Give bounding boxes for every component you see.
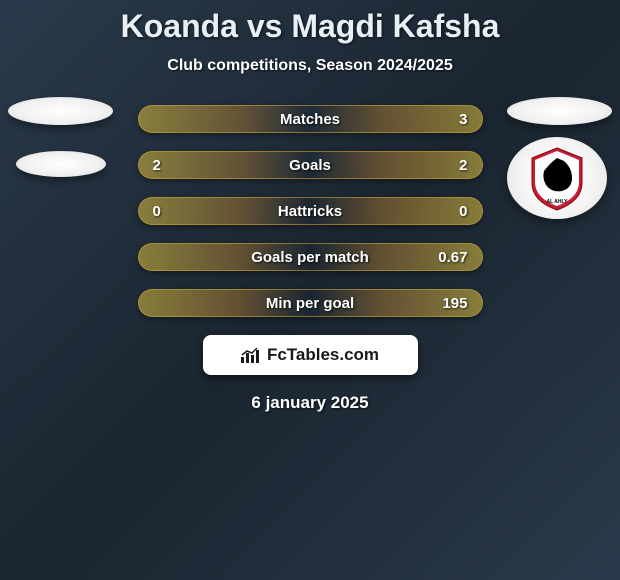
club-badge: AL AHLY [507, 137, 607, 219]
page-subtitle: Club competitions, Season 2024/2025 [0, 57, 620, 75]
stat-left-value: 0 [153, 203, 193, 220]
stats-area: AL AHLY Matches 3 2 Goals 2 0 Hattricks … [0, 105, 620, 413]
stat-label: Min per goal [193, 295, 428, 312]
brand-label: FcTables.com [241, 345, 379, 365]
stat-row-matches: Matches 3 [138, 105, 483, 133]
comparison-card: Koanda vs Magdi Kafsha Club competitions… [0, 0, 620, 413]
page-title: Koanda vs Magdi Kafsha [0, 8, 620, 45]
stat-right-value: 0.67 [428, 249, 468, 266]
stat-row-hattricks: 0 Hattricks 0 [138, 197, 483, 225]
avatar-ellipse-bottom [16, 151, 106, 177]
brand-box: FcTables.com [203, 335, 418, 375]
chart-icon [241, 347, 261, 363]
stat-right-value: 195 [428, 295, 468, 312]
svg-text:AL AHLY: AL AHLY [547, 199, 569, 205]
stat-right-value: 0 [428, 203, 468, 220]
stat-rows: Matches 3 2 Goals 2 0 Hattricks 0 Goals … [138, 105, 483, 317]
stat-label: Goals per match [193, 249, 428, 266]
player-right-avatar: AL AHLY [507, 97, 612, 219]
player-left-avatar [8, 97, 113, 177]
stat-label: Hattricks [193, 203, 428, 220]
stat-right-value: 3 [428, 111, 468, 128]
stat-row-goals: 2 Goals 2 [138, 151, 483, 179]
stat-label: Matches [193, 111, 428, 128]
stat-row-min-per-goal: Min per goal 195 [138, 289, 483, 317]
stat-left-value: 2 [153, 157, 193, 174]
avatar-ellipse-top [507, 97, 612, 125]
avatar-ellipse-top [8, 97, 113, 125]
footer-date: 6 january 2025 [0, 393, 620, 413]
stat-label: Goals [193, 157, 428, 174]
stat-row-goals-per-match: Goals per match 0.67 [138, 243, 483, 271]
brand-text: FcTables.com [267, 345, 379, 365]
club-badge-emblem: AL AHLY [522, 143, 592, 213]
stat-right-value: 2 [428, 157, 468, 174]
